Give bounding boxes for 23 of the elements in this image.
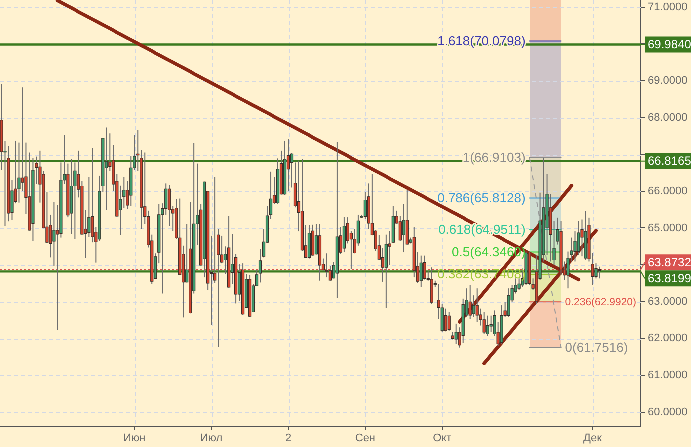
series-label: 0.786(65.8128) [438,190,526,206]
y-tick-label: 71.0000 [648,1,688,14]
ref-line-label: 66.8165 [648,154,691,168]
x-tick-label: Июн [124,432,146,445]
ref-line-label: 63.8732 [648,255,691,270]
x-tick-label: Сен [355,432,376,445]
ref-line-label: 63.8199 [648,271,691,286]
y-tick-label: 62.0000 [648,332,688,345]
y-tick-label: 60.0000 [648,406,688,418]
y-tick-label: 69.0000 [648,75,688,88]
x-tick-label: Июл [200,432,223,445]
y-tick-label: 65.0000 [648,222,688,234]
ref-line-label: 69.9840 [648,38,691,52]
y-tick-label: 68.0000 [648,112,688,124]
series-label: 0(61.7516) [565,340,628,355]
y-tick-label: 66.0000 [648,185,688,198]
x-tick-label: 2 [285,432,292,445]
x-tick-label: Окт [433,432,452,445]
x-tick-label: Дек [584,432,602,445]
line-series [529,157,562,348]
series-label: 0.236(62.9920) [565,296,637,309]
y-tick-label: 63.0000 [648,296,688,308]
y-tick-label: 61.0000 [648,369,688,382]
